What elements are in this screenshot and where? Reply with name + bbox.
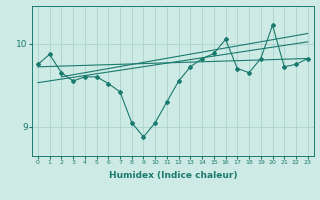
X-axis label: Humidex (Indice chaleur): Humidex (Indice chaleur) <box>108 171 237 180</box>
